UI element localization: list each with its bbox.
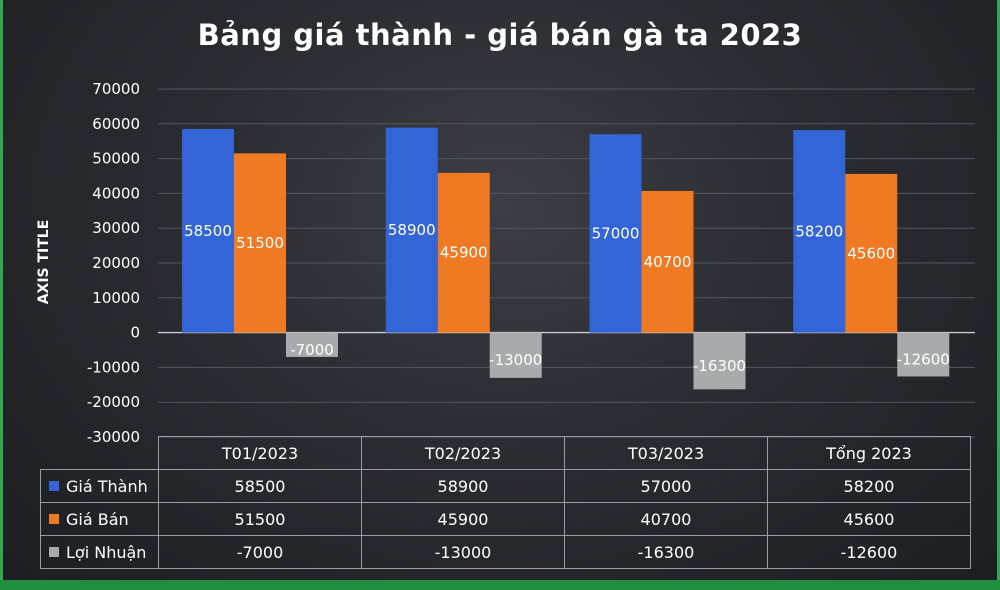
y-tick-label: 50000 bbox=[92, 150, 140, 168]
legend-swatch-orange bbox=[49, 514, 59, 524]
table-cell: 58200 bbox=[767, 469, 971, 503]
bottom-strip bbox=[0, 580, 1000, 590]
table-cell: -16300 bbox=[564, 535, 768, 569]
legend-entry-gia-ban: Giá Bán bbox=[40, 502, 159, 536]
legend-swatch-gray bbox=[49, 547, 59, 557]
table-cell: 57000 bbox=[564, 469, 768, 503]
legend-label: Giá Bán bbox=[66, 509, 129, 529]
table-corner bbox=[41, 437, 159, 470]
y-tick-label: 70000 bbox=[92, 80, 140, 98]
table-cell: 51500 bbox=[158, 502, 362, 536]
data-label: 58900 bbox=[388, 221, 436, 239]
bar-loi-nhuan bbox=[693, 332, 746, 390]
data-label: -7000 bbox=[290, 341, 334, 359]
y-tick-label: 20000 bbox=[92, 254, 140, 272]
category-header: Tổng 2023 bbox=[767, 436, 971, 470]
table-cell: 58900 bbox=[361, 469, 565, 503]
data-label: -16300 bbox=[693, 357, 746, 375]
bar-loi-nhuan bbox=[897, 332, 950, 377]
bar-gia-ban bbox=[437, 172, 490, 333]
data-label: -12600 bbox=[897, 351, 950, 369]
table-cell: -13000 bbox=[361, 535, 565, 569]
data-label: 45600 bbox=[847, 244, 895, 262]
y-tick-label: -30000 bbox=[87, 428, 140, 446]
table-row-loi-nhuan: Lợi Nhuận -7000 -13000 -16300 -12600 bbox=[40, 535, 971, 569]
table-cell: 58500 bbox=[158, 469, 362, 503]
y-tick-label: -10000 bbox=[87, 358, 140, 376]
bar-loi-nhuan bbox=[286, 332, 338, 357]
data-label: 58200 bbox=[795, 222, 843, 240]
y-tick-label: -20000 bbox=[87, 393, 140, 411]
category-header: T02/2023 bbox=[361, 436, 565, 470]
y-axis-ticks: 70000 60000 50000 40000 30000 20000 10000 0 -100… bbox=[87, 80, 140, 446]
data-label: 40700 bbox=[644, 253, 692, 271]
legend-entry-loi-nhuan: Lợi Nhuận bbox=[40, 535, 159, 569]
bar-gia-thanh bbox=[385, 127, 438, 333]
table-cell: -7000 bbox=[158, 535, 362, 569]
chart-title: Bảng giá thành - giá bán gà ta 2023 bbox=[197, 18, 803, 52]
data-table: T01/2023 T02/2023 T03/2023 Tổng 2023 Giá… bbox=[40, 436, 971, 569]
bars bbox=[182, 127, 950, 390]
bar-gia-thanh bbox=[182, 129, 234, 333]
y-tick-label: 60000 bbox=[92, 115, 140, 133]
table-cell: 45600 bbox=[767, 502, 971, 536]
y-tick-label: 30000 bbox=[92, 219, 140, 237]
bar-gia-ban bbox=[641, 190, 694, 333]
data-label: 45900 bbox=[440, 244, 488, 262]
data-label: 57000 bbox=[592, 224, 640, 242]
category-header: T03/2023 bbox=[564, 436, 768, 470]
table-cell: 40700 bbox=[564, 502, 768, 536]
bar-gia-thanh bbox=[589, 134, 642, 333]
y-tick-label: 10000 bbox=[92, 289, 140, 307]
legend-swatch-blue bbox=[49, 481, 59, 491]
table-row-gia-thanh: Giá Thành 58500 58900 57000 58200 bbox=[40, 469, 971, 503]
category-header: T01/2023 bbox=[158, 436, 362, 470]
y-tick-label: 40000 bbox=[92, 184, 140, 202]
data-label: 51500 bbox=[236, 234, 284, 252]
legend-label: Giá Thành bbox=[66, 476, 148, 496]
legend-entry-gia-thanh: Giá Thành bbox=[40, 469, 159, 503]
table-cell: -12600 bbox=[767, 535, 971, 569]
table-row-gia-ban: Giá Bán 51500 45900 40700 45600 bbox=[40, 502, 971, 536]
table-header-row: T01/2023 T02/2023 T03/2023 Tổng 2023 bbox=[41, 436, 971, 470]
legend-label: Lợi Nhuận bbox=[66, 542, 147, 562]
bar-gia-ban bbox=[845, 173, 898, 333]
bar-gia-thanh bbox=[793, 130, 846, 333]
data-label: 58500 bbox=[184, 222, 232, 240]
bar-gia-ban bbox=[234, 153, 286, 333]
table-cell: 45900 bbox=[361, 502, 565, 536]
y-tick-label: 0 bbox=[130, 324, 140, 342]
data-label: -13000 bbox=[489, 351, 542, 369]
bar-loi-nhuan bbox=[489, 332, 542, 378]
